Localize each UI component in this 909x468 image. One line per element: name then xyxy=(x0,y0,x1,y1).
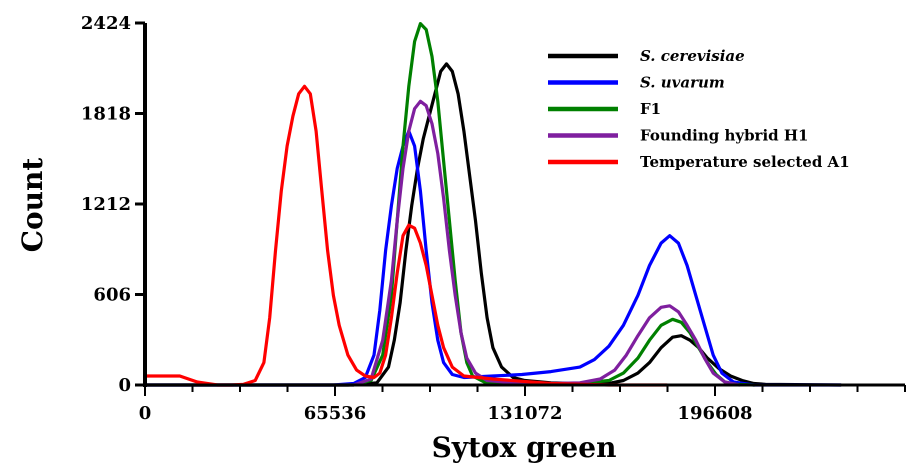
x-axis-title: Sytox green xyxy=(432,431,617,464)
series-layer xyxy=(143,22,843,387)
legend-label-0: S. cerevisiae xyxy=(640,47,745,65)
ticks-layer: 0 606 1212 1818 2424 0 65536 131072 196608 xyxy=(81,13,906,424)
series-line-3 xyxy=(143,99,741,387)
y-tick-label: 1818 xyxy=(81,104,131,125)
legend-label-3: Founding hybrid H1 xyxy=(640,127,808,145)
legend-label-2: F1 xyxy=(640,100,661,118)
y-axis-title: Count xyxy=(16,158,49,253)
series-line-4 xyxy=(143,84,669,387)
x-tick-label: 65536 xyxy=(304,403,367,424)
y-tick-label: 606 xyxy=(93,285,131,306)
legend: S. cerevisiae S. uvarum F1 Founding hybrid … xyxy=(548,47,850,171)
x-tick-label: 0 xyxy=(139,403,152,424)
axes-layer xyxy=(143,23,905,387)
y-tick-label: 1212 xyxy=(81,194,131,215)
y-tick-label: 0 xyxy=(118,375,131,396)
legend-label-1: S. uvarum xyxy=(640,74,725,92)
legend-label-4: Temperature selected A1 xyxy=(640,153,850,171)
series-line-0 xyxy=(143,62,843,387)
x-tick-label: 196608 xyxy=(677,403,752,424)
y-tick-label: 2424 xyxy=(81,13,131,34)
x-tick-label: 131072 xyxy=(487,403,562,424)
